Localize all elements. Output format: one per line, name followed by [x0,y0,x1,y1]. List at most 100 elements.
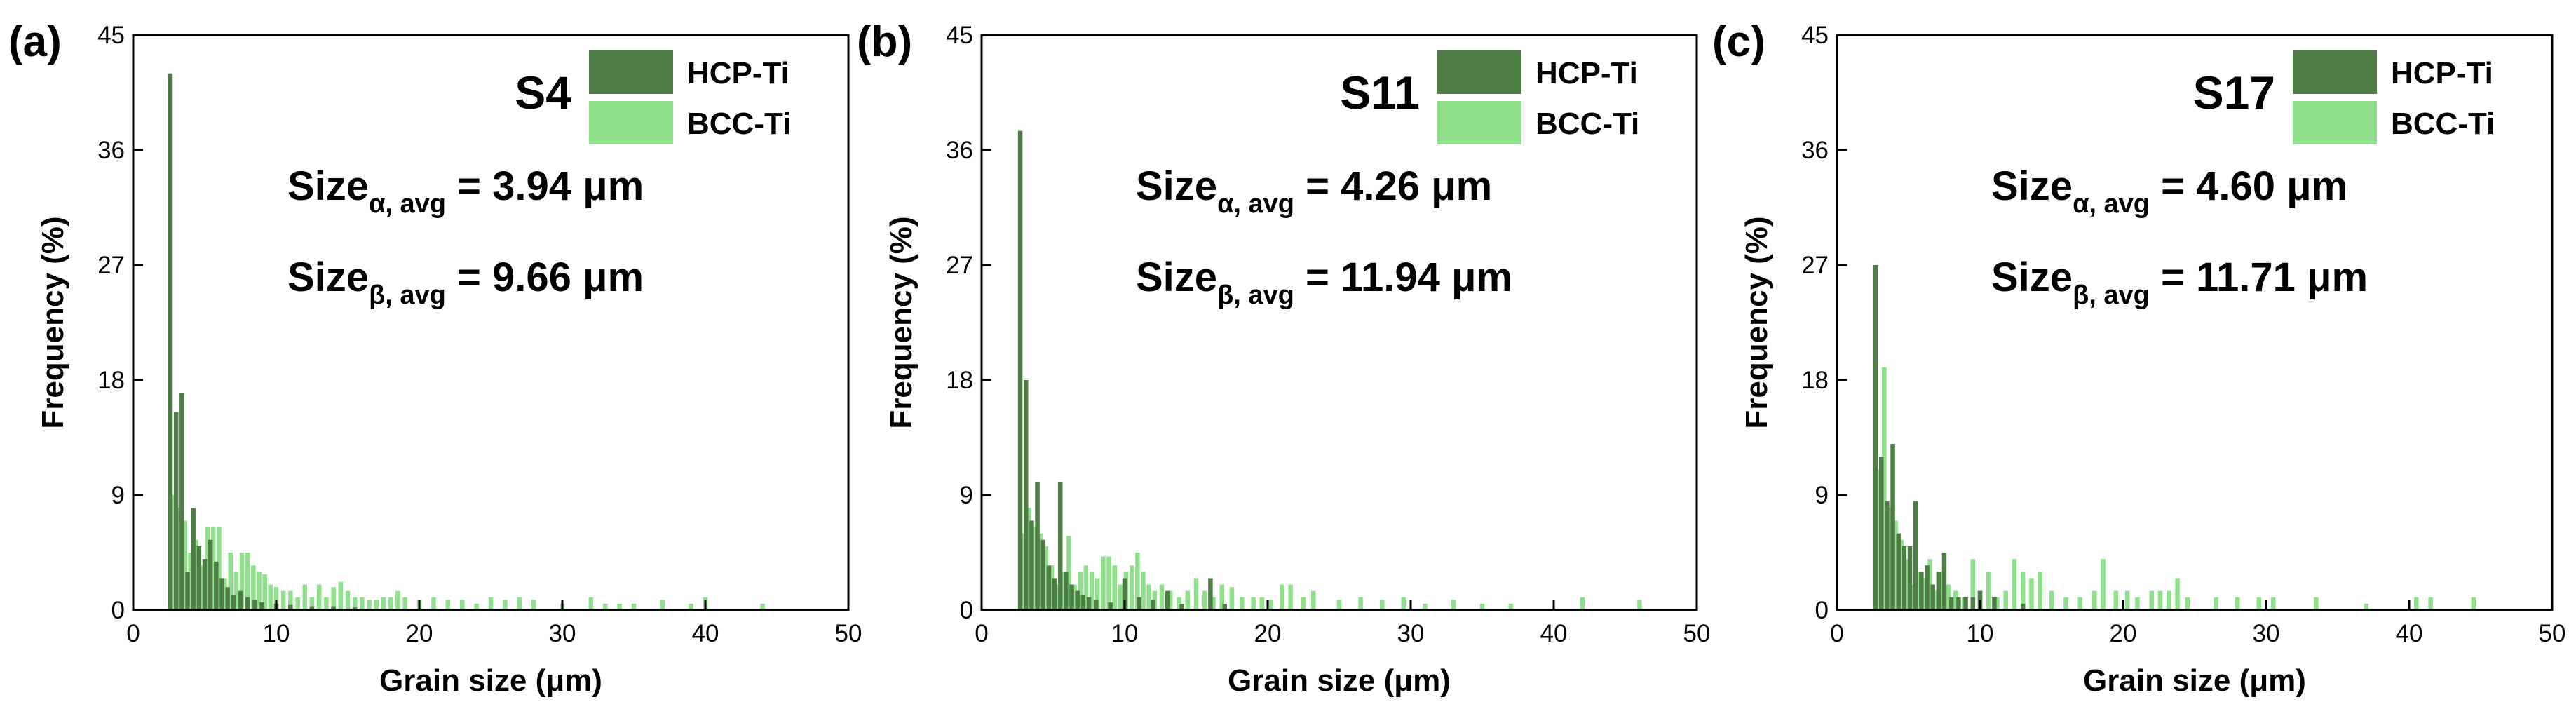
bar-bcc-ti-3 [188,553,193,610]
bar-hcp-ti-8 [214,561,219,610]
bar-hcp-ti-14 [1108,602,1113,610]
bar-bcc-ti-11 [1083,565,1089,610]
x-tick-label-4: 40 [692,620,719,647]
y-tick-label-5: 45 [97,22,125,49]
y-tick-label-4: 36 [946,137,973,164]
x-tick-label-5: 50 [835,620,862,647]
x-tick-label-3: 30 [1397,620,1425,647]
bar-bcc-ti-6 [1910,584,1916,610]
x-tick-label-5: 50 [2539,620,2566,647]
y-tick-label-2: 18 [946,367,973,394]
bar-bcc-ti-34 [388,597,393,610]
bar-bcc-ti-35 [2175,578,2180,610]
bar-bcc-ti-23 [2038,572,2042,610]
bar-bcc-ti-7 [1061,572,1066,610]
bar-bcc-ti-27 [1185,590,1191,610]
x-axis-label: Grain size (μm) [1228,663,1451,698]
bar-hcp-ti-20 [1208,578,1213,610]
bar-bcc-ti-41 [474,603,479,610]
bar-hcp-ti-9 [219,578,224,610]
series-hcp-ti [168,73,358,611]
annotation-sub: α, avg [369,189,446,219]
bar-hcp-ti-5 [1046,565,1052,610]
x-tick-label-4: 40 [2396,620,2423,647]
annotation-value: = 4.60 μm [2150,163,2347,209]
bar-bcc-ti-5 [199,565,205,610]
bar-bcc-ti-44 [517,597,522,610]
bar-hcp-ti-1 [1023,380,1029,610]
bar-bcc-ti-29 [1202,590,1207,610]
bar-hcp-ti-4 [1896,533,1901,610]
bar-bcc-ti-15 [257,572,262,610]
bar-bcc-ti-43 [503,600,508,610]
bar-bcc-ti-23 [309,597,315,610]
series-bcc-ti [1020,508,1642,610]
bar-bcc-ti-6 [205,527,210,610]
bar-bcc-ti-2 [1032,527,1037,610]
bar-bcc-ti-14 [1101,556,1106,610]
bar-bcc-ti-4 [1899,539,1904,610]
y-tick-label-3: 27 [1801,252,1829,279]
bar-hcp-ti-18 [1165,590,1170,610]
bar-bcc-ti-7 [1916,572,1921,610]
bar-bcc-ti-5 [1904,559,1910,610]
bar-bcc-ti-44 [2428,597,2433,610]
bar-hcp-ti-12 [238,590,243,610]
bar-bcc-ti-20 [1135,553,1140,610]
sample-label: S11 [1340,67,1420,119]
bar-hcp-ti-14 [1956,597,1961,610]
plot-frame [132,34,850,611]
bar-bcc-ti-37 [2214,597,2218,610]
bar-bcc-ti-35 [1259,597,1265,610]
bar-hcp-ti-7 [1057,482,1063,610]
bar-bcc-ti-45 [531,600,536,610]
bar-bcc-ti-42 [488,597,494,610]
bar-bcc-ti-17 [1118,584,1123,610]
y-tick-label-3: 27 [946,252,973,279]
bar-hcp-ti-16 [1137,597,1141,610]
annotation-sub: α, avg [2073,189,2150,219]
bar-hcp-ti-2 [1885,501,1890,610]
bar-hcp-ti-8 [1064,572,1069,610]
bar-bcc-ti-28 [345,590,351,610]
bar-hcp-ti-7 [1913,501,1918,610]
bar-bcc-ti-2 [182,520,187,610]
annotation-1: Sizeβ, avg = 9.66 μm [287,255,644,310]
annotation-main: Size [1991,255,2073,300]
bar-hcp-ti-19 [2020,603,2026,610]
annotation-main: Size [1136,163,1217,209]
bar-hcp-ti-5 [196,546,202,610]
legend-swatch-bcc-ti [1437,101,1521,144]
bar-bcc-ti-36 [402,597,407,610]
bar-bcc-ti-17 [268,584,273,610]
bar-bcc-ti-4 [1043,546,1049,610]
bar-bcc-ti-0 [1876,469,1881,610]
bar-bcc-ti-22 [2029,578,2034,610]
bar-hcp-ti-13 [1093,600,1099,610]
bar-bcc-ti-24 [2049,590,2054,610]
x-tick-label-2: 20 [1254,620,1282,647]
legend-swatch-hcp-ti [2293,50,2377,94]
bar-bcc-ti-22 [1146,584,1151,610]
bar-bcc-ti-9 [1072,584,1077,610]
bar-bcc-ti-47 [588,597,594,610]
y-axis-label: Frequency (%) [1740,216,1774,428]
legend-label-hcp-ti: HCP-Ti [687,56,789,90]
y-tick-label-0: 0 [111,597,125,624]
bar-hcp-ti-3 [1035,482,1040,610]
bar-bcc-ti-45 [2471,597,2476,610]
bar-bcc-ti-54 [760,603,765,610]
y-tick-label-4: 36 [97,137,125,164]
x-tick-label-1: 10 [1111,620,1139,647]
bar-bcc-ti-21 [295,597,300,610]
bar-bcc-ti-41 [2314,597,2319,610]
annotation-main: Size [287,163,369,209]
bar-bcc-ti-16 [1112,565,1117,610]
bar-bcc-ti-1 [1882,367,1887,610]
bar-bcc-ti-47 [1479,603,1485,610]
annotation-main: Size [287,255,369,300]
bar-bcc-ti-17 [1986,572,1991,610]
bar-bcc-ti-49 [1580,597,1585,610]
panel-letter: (b) [857,18,912,66]
